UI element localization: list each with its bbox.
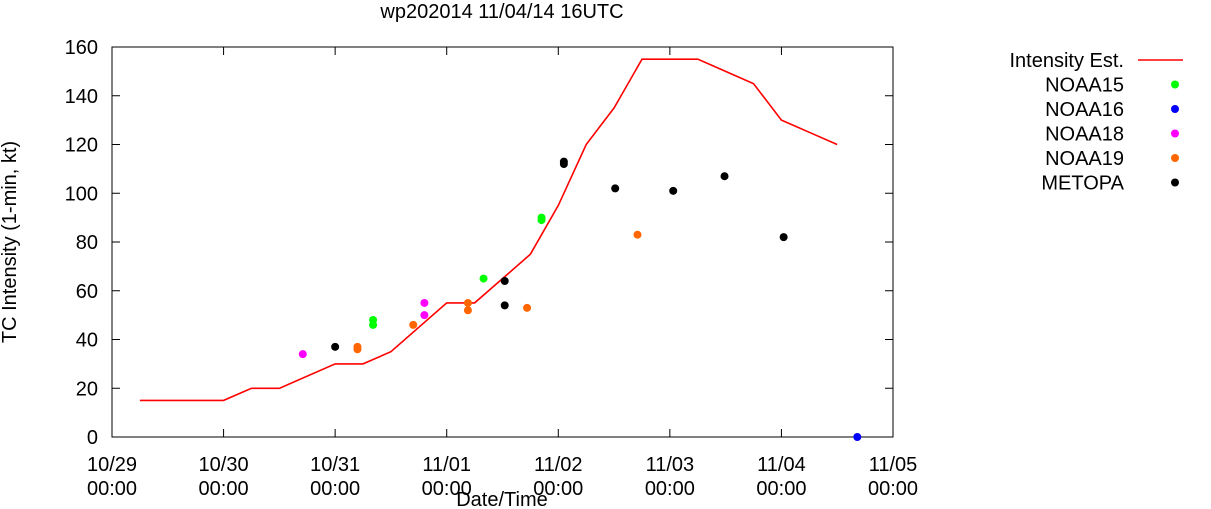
noaa18-point <box>420 298 429 307</box>
y-tick-label: 100 <box>65 183 98 205</box>
metopa-point <box>559 160 568 168</box>
noaa19-point <box>409 320 418 329</box>
legend-dot-swatch <box>1171 80 1179 89</box>
legend-dot-swatch <box>1171 105 1179 113</box>
y-tick-label: 140 <box>65 86 98 108</box>
legend-dot-swatch <box>1171 154 1179 162</box>
x-axis-label: Date/Time <box>456 489 548 509</box>
plot-area: 02040608010012014016010/2900:0010/3000:0… <box>65 37 918 500</box>
x-tick-label-time: 00:00 <box>868 478 918 500</box>
x-tick-label-time: 00:00 <box>199 478 249 500</box>
x-tick-label-time: 00:00 <box>756 478 806 500</box>
noaa19-point <box>523 303 532 312</box>
x-tick-label-date: 11/04 <box>757 454 806 476</box>
noaa19-point <box>463 306 472 315</box>
x-tick-label-date: 11/03 <box>646 454 695 476</box>
metopa-point <box>500 277 509 285</box>
metopa-point <box>611 184 620 193</box>
legend-label: METOPA <box>1041 173 1124 195</box>
legend-dot-swatch <box>1171 129 1179 138</box>
y-tick-label: 80 <box>76 232 98 254</box>
legend-label: NOAA18 <box>1045 124 1124 146</box>
x-tick-label-time: 00:00 <box>533 478 583 500</box>
metopa-point <box>669 186 678 195</box>
legend-label: NOAA16 <box>1045 99 1124 121</box>
y-tick-label: 0 <box>87 427 98 449</box>
x-tick-label-time: 00:00 <box>87 478 137 500</box>
noaa19-point <box>353 345 362 354</box>
plot-frame <box>111 46 894 438</box>
x-tick-label-date: 11/02 <box>534 454 583 476</box>
x-tick-label-date: 11/01 <box>422 454 471 476</box>
y-tick-label: 160 <box>65 37 98 59</box>
y-tick-label: 60 <box>76 281 98 303</box>
x-tick-label-date: 10/31 <box>310 454 360 476</box>
chart-title: wp202014 11/04/14 16UTC <box>379 1 623 23</box>
legend-label: NOAA19 <box>1045 148 1124 170</box>
noaa19-point <box>463 298 472 307</box>
legend-label: NOAA15 <box>1045 75 1124 97</box>
noaa19-point <box>633 230 642 239</box>
noaa15-point <box>537 216 546 225</box>
metopa-point <box>331 342 340 351</box>
x-tick-label-date: 10/29 <box>87 454 137 476</box>
y-axis-label: TC Intensity (1-min, kt) <box>0 141 21 343</box>
noaa18-point <box>298 350 307 359</box>
y-tick-label: 20 <box>76 378 98 400</box>
x-tick-label-time: 00:00 <box>645 478 695 500</box>
x-tick-label-date: 10/30 <box>199 454 249 476</box>
x-tick-label-time: 00:00 <box>310 478 360 500</box>
metopa-point <box>779 233 788 242</box>
noaa15-point <box>479 274 488 283</box>
x-tick-label-date: 11/05 <box>869 454 918 476</box>
noaa18-point <box>420 311 429 320</box>
y-tick-label: 120 <box>65 135 98 157</box>
noaa16-point <box>853 433 862 441</box>
intensity-line <box>139 58 838 402</box>
x-tick-label-time: 00:00 <box>422 478 472 500</box>
noaa15-point <box>369 320 378 329</box>
metopa-point <box>500 301 509 310</box>
legend-label: Intensity Est. <box>1010 50 1125 72</box>
legend-dot-swatch <box>1171 178 1179 187</box>
y-tick-label: 40 <box>76 330 98 352</box>
metopa-point <box>720 172 729 181</box>
